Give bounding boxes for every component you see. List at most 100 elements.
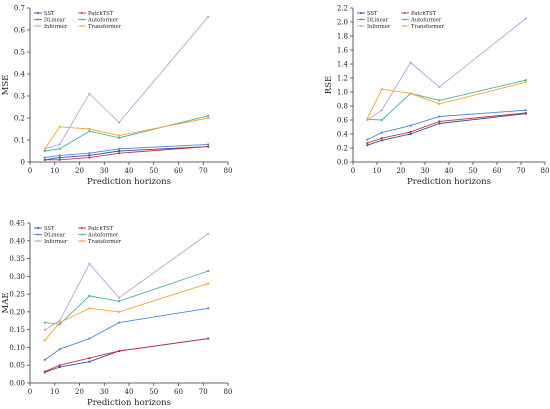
data-point-informer [43, 328, 46, 331]
data-point-transformer [366, 117, 369, 120]
data-point-dlinear [43, 156, 46, 159]
data-point-sst [409, 132, 412, 136]
x-tick-label: 70 [517, 167, 526, 175]
x-tick-label: 10 [50, 167, 59, 175]
x-axis-title: Prediction horizons [87, 177, 171, 187]
data-point-transformer [43, 147, 46, 150]
legend-marker [37, 18, 39, 21]
y-tick-label: 1.2 [337, 75, 348, 83]
data-point-autoformer [118, 136, 121, 139]
legend-marker [37, 25, 39, 27]
data-point-autoformer [524, 79, 527, 82]
chart-rse: 0.0 0.2 0.4 0.6 0.8 1.0 1.2 1.4 1.6 1.8 2.0 2.2 0 10 2… [324, 5, 549, 188]
series-line-sst [44, 338, 209, 373]
data-point-transformer [58, 125, 61, 128]
data-point-transformer [207, 282, 210, 285]
data-point-patchtst [409, 130, 412, 133]
data-point-patchtst [380, 137, 383, 140]
data-point-dlinear [118, 147, 121, 150]
y-tick-label: 0.0 [337, 159, 348, 167]
data-point-autoformer [118, 300, 121, 303]
data-point-informer [207, 232, 210, 235]
y-tick-label: 0.30 [9, 273, 25, 281]
data-point-dlinear [58, 348, 61, 351]
data-point-dlinear [207, 307, 210, 310]
y-tick-label: 0.40 [9, 237, 25, 245]
data-point-informer [118, 121, 121, 124]
data-point-patchtst [524, 111, 527, 115]
legend-label: Autoformer [87, 18, 119, 24]
data-point-autoformer [88, 130, 91, 133]
legend-label: PatchTST [88, 226, 114, 232]
data-point-patchtst [207, 145, 210, 148]
x-tick-label: 10 [373, 167, 382, 175]
data-point-transformer [409, 92, 412, 95]
data-point-patchtst [118, 349, 121, 353]
series-line-dlinear [44, 307, 209, 361]
data-point-sst [438, 122, 441, 125]
x-tick-label: 0 [28, 167, 32, 175]
legend-label: Transformer [411, 24, 445, 30]
y-tick-label: 0.15 [9, 326, 25, 334]
series-line-sst [367, 113, 526, 146]
data-point-informer [207, 15, 210, 18]
series-line-dlinear [367, 109, 526, 141]
data-point-sst [58, 365, 61, 369]
data-point-sst [366, 144, 369, 147]
data-point-informer [524, 17, 527, 20]
data-point-informer [118, 296, 121, 299]
data-point-autoformer [58, 147, 61, 150]
data-point-sst [380, 139, 383, 142]
y-tick-label: 0.35 [9, 255, 25, 263]
legend-marker [37, 233, 39, 236]
legend-label: SST [44, 11, 55, 17]
legend: SST PatchTST DLinear Autoformer Informer Tran… [34, 11, 122, 30]
data-point-informer [88, 262, 91, 265]
data-point-informer [58, 143, 61, 146]
y-tick-label: 0.1 [14, 137, 25, 145]
y-tick-label: 0.10 [9, 344, 25, 352]
y-tick-label: 2.2 [337, 5, 348, 13]
data-point-patchtst [58, 364, 61, 367]
y-axis-title: RSE [324, 76, 334, 94]
y-tick-label: 0.8 [337, 103, 348, 111]
series-line-informer [367, 18, 527, 121]
data-point-transformer [58, 321, 61, 324]
legend-label: DLinear [44, 233, 66, 239]
x-tick-label: 60 [493, 167, 502, 175]
y-tick-label: 0.5 [14, 49, 25, 57]
data-point-transformer [524, 81, 527, 84]
x-tick-label: 0 [351, 167, 355, 175]
legend-label: Transformer [88, 239, 122, 245]
legend-marker [81, 227, 83, 229]
data-point-transformer [207, 116, 210, 120]
y-tick-label: 0.4 [14, 71, 26, 79]
y-tick-label: 0.6 [14, 27, 26, 35]
data-point-transformer [118, 134, 121, 137]
y-tick-label: 0.2 [14, 115, 25, 123]
data-point-autoformer [207, 269, 210, 273]
y-tick-label: 0.7 [14, 5, 25, 13]
y-axis-title: MSE [1, 75, 11, 96]
chart-mae: 0.00 0.05 0.10 0.15 0.20 0.25 0.30 0.35 0.40 0.45… [1, 220, 232, 409]
legend-marker [81, 233, 83, 236]
x-tick-label: 20 [75, 388, 84, 396]
data-point-patchtst [43, 370, 46, 373]
x-tick-label: 80 [541, 167, 550, 175]
data-point-informer [58, 319, 61, 322]
legend: SST PatchTST DLinear Autoformer Informer Tran… [34, 226, 122, 245]
x-tick-label: 30 [100, 388, 109, 396]
y-tick-label: 2.0 [337, 19, 348, 27]
y-tick-label: 0.45 [9, 220, 25, 228]
data-point-dlinear [207, 143, 210, 146]
data-point-autoformer [380, 118, 383, 122]
legend: SST PatchTST DLinear Autoformer Informer Tran… [357, 11, 445, 30]
series-line-autoformer [44, 270, 209, 325]
data-point-transformer [380, 88, 383, 91]
series-line-patchtst [44, 338, 209, 373]
legend-label: Autoformer [410, 18, 442, 24]
x-tick-label: 60 [174, 388, 183, 396]
legend-marker [404, 12, 406, 14]
x-tick-label: 60 [174, 167, 183, 175]
